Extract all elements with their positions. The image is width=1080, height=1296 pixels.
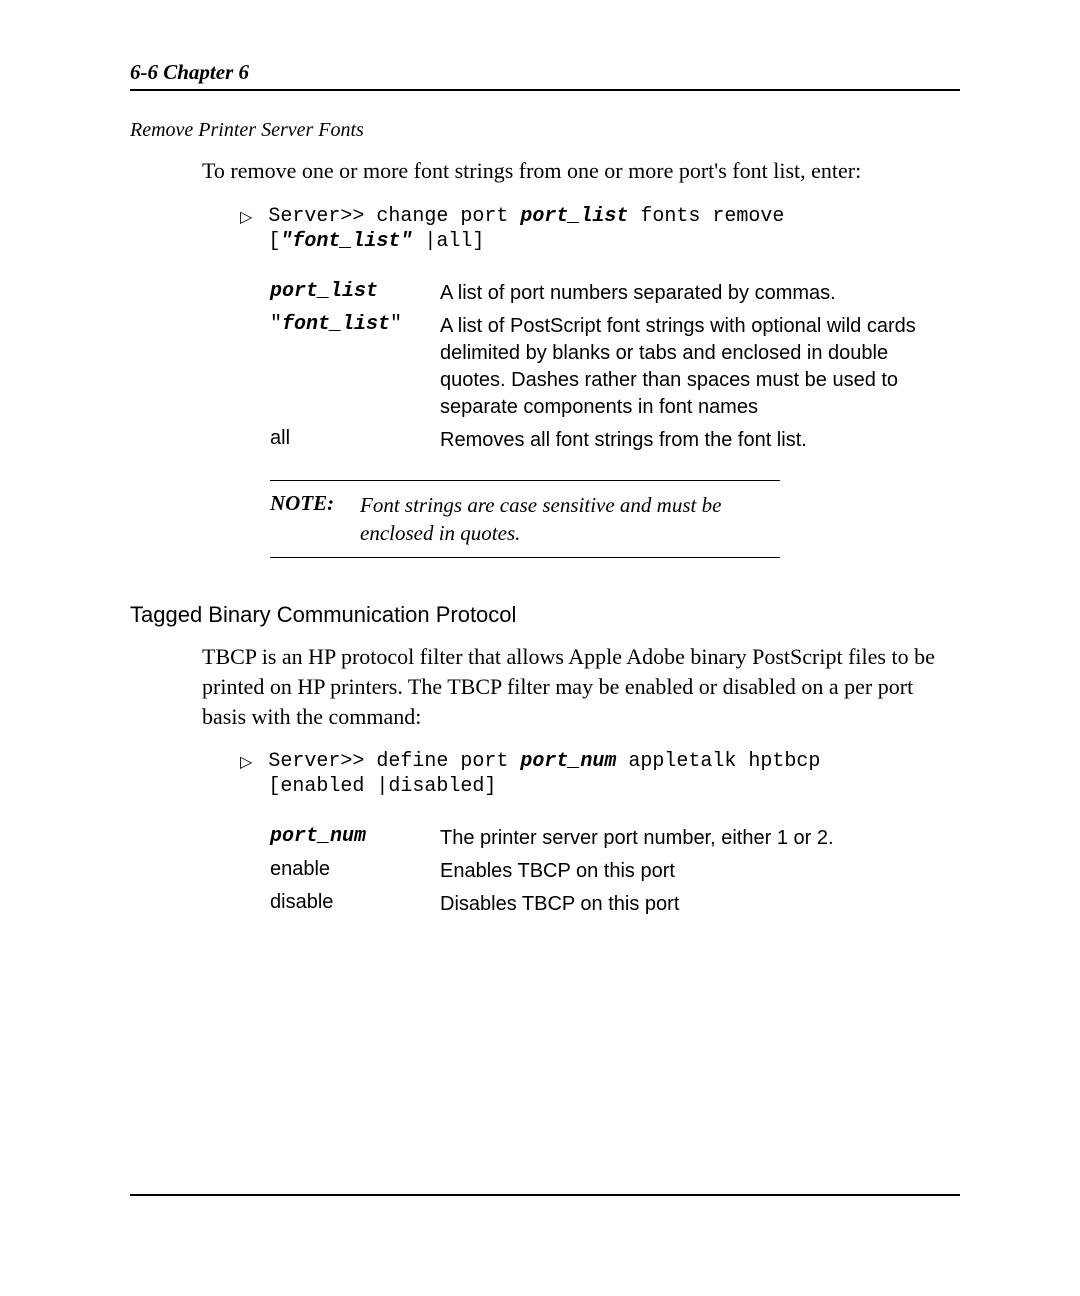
triangle-icon: ▷: [240, 752, 252, 772]
section1-title: Remove Printer Server Fonts: [130, 119, 960, 142]
param-row: disable Disables TBCP on this port: [270, 891, 960, 918]
cmd-all: all: [436, 230, 472, 253]
note-text: Font strings are case sensitive and must…: [360, 491, 780, 548]
cmd-open: [: [268, 230, 280, 253]
param-desc: Removes all font strings from the font l…: [440, 427, 807, 454]
cmd-pipe: |: [412, 230, 436, 253]
cmd-prefix: Server>> change port: [268, 205, 520, 228]
param-row: port_num The printer server port number,…: [270, 825, 960, 852]
param-row: port_list A list of port numbers separat…: [270, 280, 960, 307]
cmd-mid: fonts remove: [628, 205, 784, 228]
cmd-fontlist: "font_list": [280, 230, 412, 253]
section2-command: ▷ Server>> define port port_num appletal…: [240, 749, 960, 799]
cmd-prefix: Server>> define port: [268, 750, 520, 773]
param-term: "font_list": [270, 313, 440, 336]
section1-command: ▷ Server>> change port port_list fonts r…: [240, 204, 960, 254]
triangle-icon: ▷: [240, 207, 252, 227]
param-term: port_num: [270, 825, 440, 848]
command-text: Server>> change port port_list fonts rem…: [268, 204, 784, 254]
param-desc: Disables TBCP on this port: [440, 891, 679, 918]
section1-params: port_list A list of port numbers separat…: [270, 280, 960, 454]
section2-params: port_num The printer server port number,…: [270, 825, 960, 918]
section2-intro: TBCP is an HP protocol filter that allow…: [202, 642, 960, 731]
param-row: "font_list" A list of PostScript font st…: [270, 313, 960, 421]
section2-title: Tagged Binary Communication Protocol: [130, 602, 960, 628]
cmd-line2: [enabled |disabled]: [268, 775, 496, 798]
cmd-param: port_num: [520, 750, 616, 773]
page: 6-6 Chapter 6 Remove Printer Server Font…: [0, 0, 1080, 1296]
footer-rule: [130, 1194, 960, 1196]
param-desc: A list of PostScript font strings with o…: [440, 313, 940, 421]
param-desc: A list of port numbers separated by comm…: [440, 280, 836, 307]
section1-intro: To remove one or more font strings from …: [202, 156, 960, 186]
param-term: all: [270, 427, 440, 450]
page-header: 6-6 Chapter 6: [130, 60, 960, 91]
param-term: enable: [270, 858, 440, 881]
note-label: NOTE:: [270, 491, 360, 516]
cmd-close: ]: [472, 230, 484, 253]
cmd-mid: appletalk hptbcp: [616, 750, 820, 773]
header-text: 6-6 Chapter 6: [130, 60, 249, 84]
note-box: NOTE: Font strings are case sensitive an…: [270, 480, 780, 559]
command-text: Server>> define port port_num appletalk …: [268, 749, 820, 799]
param-desc: The printer server port number, either 1…: [440, 825, 834, 852]
cmd-param: port_list: [520, 205, 628, 228]
param-desc: Enables TBCP on this port: [440, 858, 675, 885]
param-term: port_list: [270, 280, 440, 303]
param-row: enable Enables TBCP on this port: [270, 858, 960, 885]
param-row: all Removes all font strings from the fo…: [270, 427, 960, 454]
param-term: disable: [270, 891, 440, 914]
